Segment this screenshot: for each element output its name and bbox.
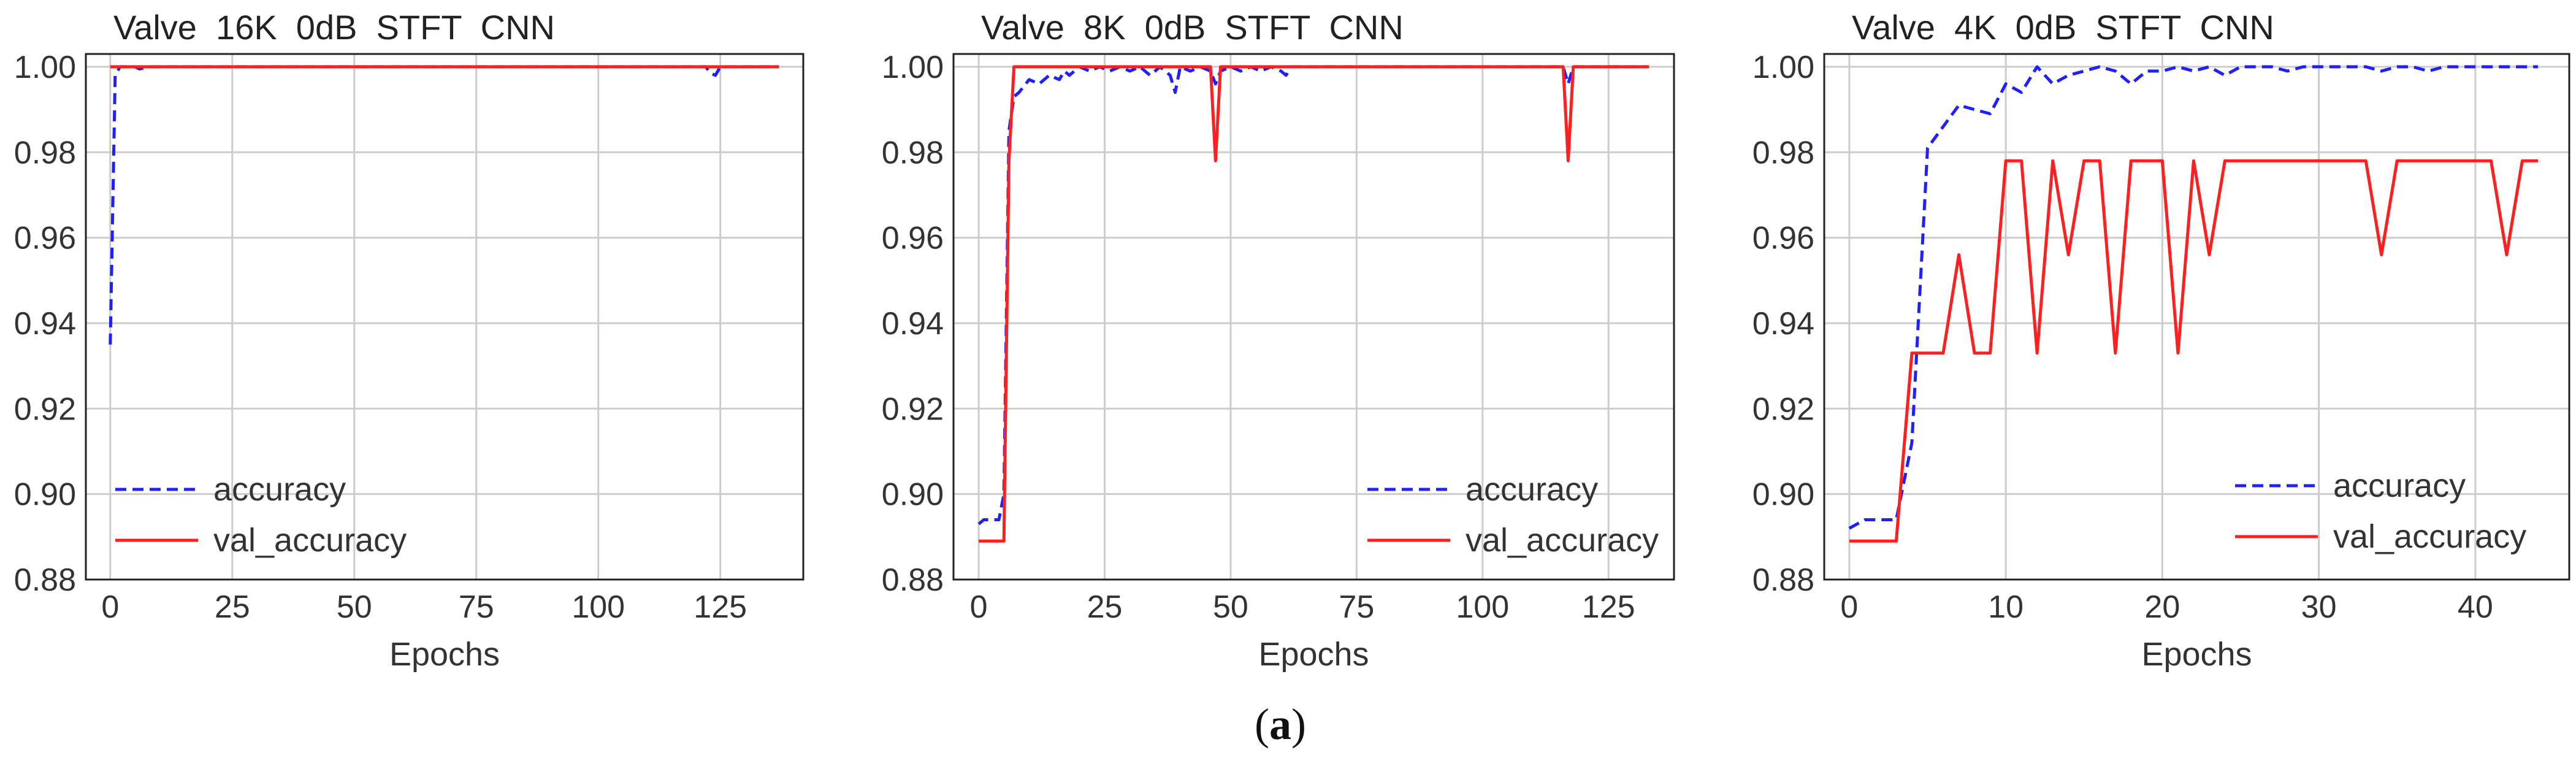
chart-panel-8k: 0.88 0.90 0.92 0.94 0.96 0.98 1.00 0 25 50 75 100 12… — [882, 8, 1675, 673]
x-tick-label: 20 — [2144, 589, 2180, 625]
y-tick-label: 0.92 — [882, 391, 944, 427]
x-axis-label: Epochs — [389, 636, 500, 673]
legend-label-accuracy: accuracy — [213, 471, 346, 508]
x-tick-label: 75 — [459, 589, 494, 625]
chart-title: Valve 8K 0dB STFT CNN — [981, 8, 1404, 47]
x-tick-label: 100 — [1456, 589, 1509, 625]
x-tick-label: 50 — [337, 589, 372, 625]
y-tick-label: 0.98 — [14, 135, 76, 170]
x-tick-label: 125 — [694, 589, 747, 625]
x-tick-label: 30 — [2301, 589, 2337, 625]
chart-title: Valve 16K 0dB STFT CNN — [113, 8, 555, 47]
figure-caption: (a) — [1255, 700, 1306, 749]
x-tick-label: 0 — [101, 589, 119, 625]
series-line-accuracy — [1848, 65, 2538, 530]
plot-frame — [85, 53, 805, 581]
y-tick-label: 1.00 — [1752, 50, 1814, 85]
y-tick-label: 0.88 — [882, 562, 944, 598]
chart-panel-4k: 0.88 0.90 0.92 0.94 0.96 0.98 1.00 0 10 20 30 40 Val… — [1752, 8, 2570, 673]
x-tick-label: 0 — [1840, 589, 1858, 625]
x-tick-label: 75 — [1339, 589, 1374, 625]
x-tick-label: 25 — [1087, 589, 1123, 625]
y-tick-label: 0.88 — [14, 562, 76, 598]
x-tick-label: 100 — [571, 589, 625, 625]
chart-panel-16k: 0.88 0.90 0.92 0.94 0.96 0.98 1.00 0 25 50 75 100 12… — [14, 8, 805, 673]
y-tick-label: 0.90 — [14, 477, 76, 513]
y-tick-label: 0.98 — [1752, 135, 1814, 170]
y-tick-label: 0.96 — [1752, 221, 1814, 256]
y-tick-label: 0.94 — [14, 306, 76, 342]
y-tick-label: 0.96 — [14, 221, 76, 256]
x-tick-label: 125 — [1582, 589, 1635, 625]
x-tick-label: 25 — [215, 589, 250, 625]
y-tick-label: 0.94 — [882, 306, 944, 342]
legend-label-accuracy: accuracy — [1466, 471, 1598, 508]
legend-label-val-accuracy: val_accuracy — [1466, 522, 1659, 559]
legend-label-accuracy: accuracy — [2333, 467, 2466, 504]
plot-frame — [952, 53, 1675, 581]
x-tick-label: 10 — [1988, 589, 2024, 625]
series-line-val-accuracy — [979, 65, 1649, 543]
y-tick-label: 1.00 — [14, 50, 76, 85]
caption-letter: a — [1269, 700, 1291, 749]
y-tick-label: 0.96 — [882, 221, 944, 256]
series-line-accuracy — [977, 65, 1649, 526]
plot-frame — [1823, 53, 2570, 581]
y-tick-label: 0.94 — [1752, 306, 1814, 342]
y-tick-label: 0.92 — [14, 391, 76, 427]
x-tick-label: 40 — [2458, 589, 2493, 625]
series-line-accuracy — [109, 65, 779, 345]
x-axis-label: Epochs — [1258, 636, 1369, 673]
chart-title: Valve 4K 0dB STFT CNN — [1852, 8, 2274, 47]
x-tick-label: 50 — [1213, 589, 1248, 625]
series-line-val-accuracy — [1849, 159, 2538, 543]
x-tick-label: 0 — [970, 589, 988, 625]
y-tick-label: 0.92 — [1752, 391, 1814, 427]
legend-label-val-accuracy: val_accuracy — [2333, 518, 2526, 555]
x-axis-label: Epochs — [2141, 636, 2252, 673]
y-tick-label: 0.98 — [882, 135, 944, 170]
y-tick-label: 0.88 — [1752, 562, 1814, 598]
y-tick-label: 1.00 — [882, 50, 944, 85]
legend-label-val-accuracy: val_accuracy — [213, 522, 407, 559]
y-tick-label: 0.90 — [1752, 477, 1814, 513]
y-tick-label: 0.90 — [882, 477, 944, 513]
